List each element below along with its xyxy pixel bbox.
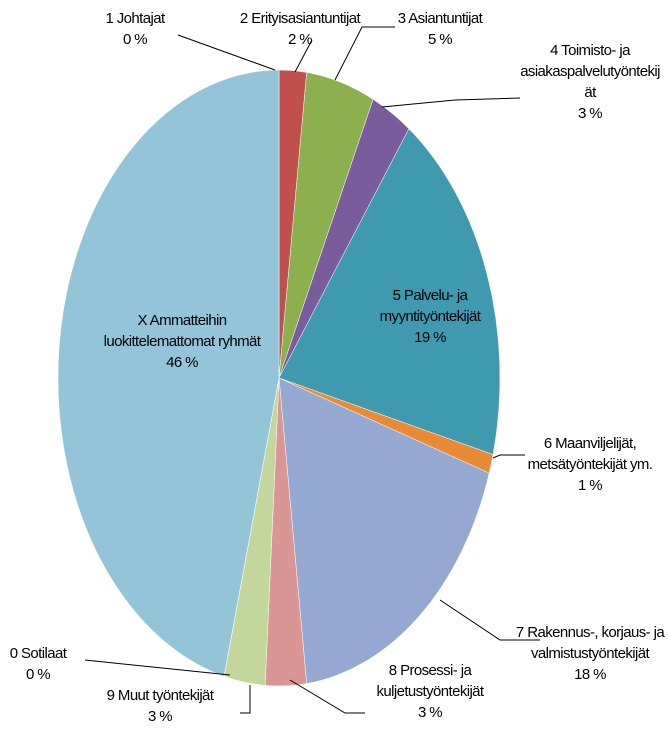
value-label: 19 %: [414, 329, 446, 346]
slice-label: 8 Prosessi- ja kuljetustyöntekijät 3 %: [350, 660, 510, 723]
slice-label: 0 Sotilaat 0 %: [0, 643, 78, 685]
category-name: 3 Asiantuntijat: [397, 10, 483, 27]
slice-label: 1 Johtajat 0 %: [80, 8, 190, 50]
category-name: 7 Rakennus-, korjaus- ja valmistustyönte…: [515, 624, 665, 662]
slice-label: 9 Muut työntekijät 3 %: [80, 685, 240, 727]
category-name: X Ammatteihin luokittelemattomat ryhmät: [103, 312, 261, 350]
value-label: 2 %: [287, 31, 313, 48]
leader-lines: [84, 26, 540, 714]
value-label: 1 %: [577, 477, 603, 494]
slice-label: 3 Asiantuntijat 5 %: [375, 8, 505, 50]
value-label: 3 %: [147, 708, 173, 725]
value-label: 46 %: [166, 354, 198, 371]
value-label: 18 %: [574, 666, 606, 683]
leader-line: [334, 26, 395, 81]
category-name: 1 Johtajat: [105, 10, 165, 27]
category-name: 8 Prosessi- ja kuljetustyöntekijät: [376, 662, 485, 700]
category-name: 2 Erityisasiantuntijat: [239, 10, 361, 27]
value-label: 3 %: [417, 704, 443, 721]
leader-line: [492, 454, 525, 459]
leader-line: [381, 97, 521, 108]
slice-label: 4 Toimisto- ja asiakaspalvelutyöntekijät…: [520, 40, 660, 124]
value-label: 0 %: [122, 31, 148, 48]
slice-label: 2 Erityisasiantuntijat 2 %: [210, 8, 390, 50]
category-name: 4 Toimisto- ja asiakaspalvelutyöntekijät: [520, 42, 660, 101]
leader-line: [439, 599, 540, 641]
leader-line: [294, 39, 313, 73]
category-name: 6 Maanviljelijät, metsätyöntekijät ym.: [527, 435, 653, 473]
slice-label: X Ammatteihin luokittelemattomat ryhmät 4…: [87, 310, 277, 373]
pie-slice: [57, 69, 280, 677]
leader-line: [289, 679, 365, 714]
slices: [57, 69, 501, 687]
value-label: 3 %: [577, 105, 603, 122]
leader-line: [177, 34, 276, 71]
category-name: 0 Sotilaat: [9, 645, 67, 662]
leader-line: [240, 685, 251, 714]
slice-label: 6 Maanviljelijät, metsätyöntekijät ym. 1 …: [510, 433, 669, 496]
leader-line: [84, 659, 231, 676]
slice-label: 5 Palvelu- ja myyntityöntekijät 19 %: [350, 285, 510, 348]
pie-slice: [278, 377, 490, 684]
value-label: 5 %: [427, 31, 453, 48]
category-name: 9 Muut työntekijät: [106, 687, 214, 704]
category-name: 5 Palvelu- ja myyntityöntekijät: [379, 287, 481, 325]
pie-slice: [278, 128, 501, 455]
value-label: 0 %: [25, 666, 51, 683]
slice-label: 7 Rakennus-, korjaus- ja valmistustyönte…: [515, 622, 665, 685]
